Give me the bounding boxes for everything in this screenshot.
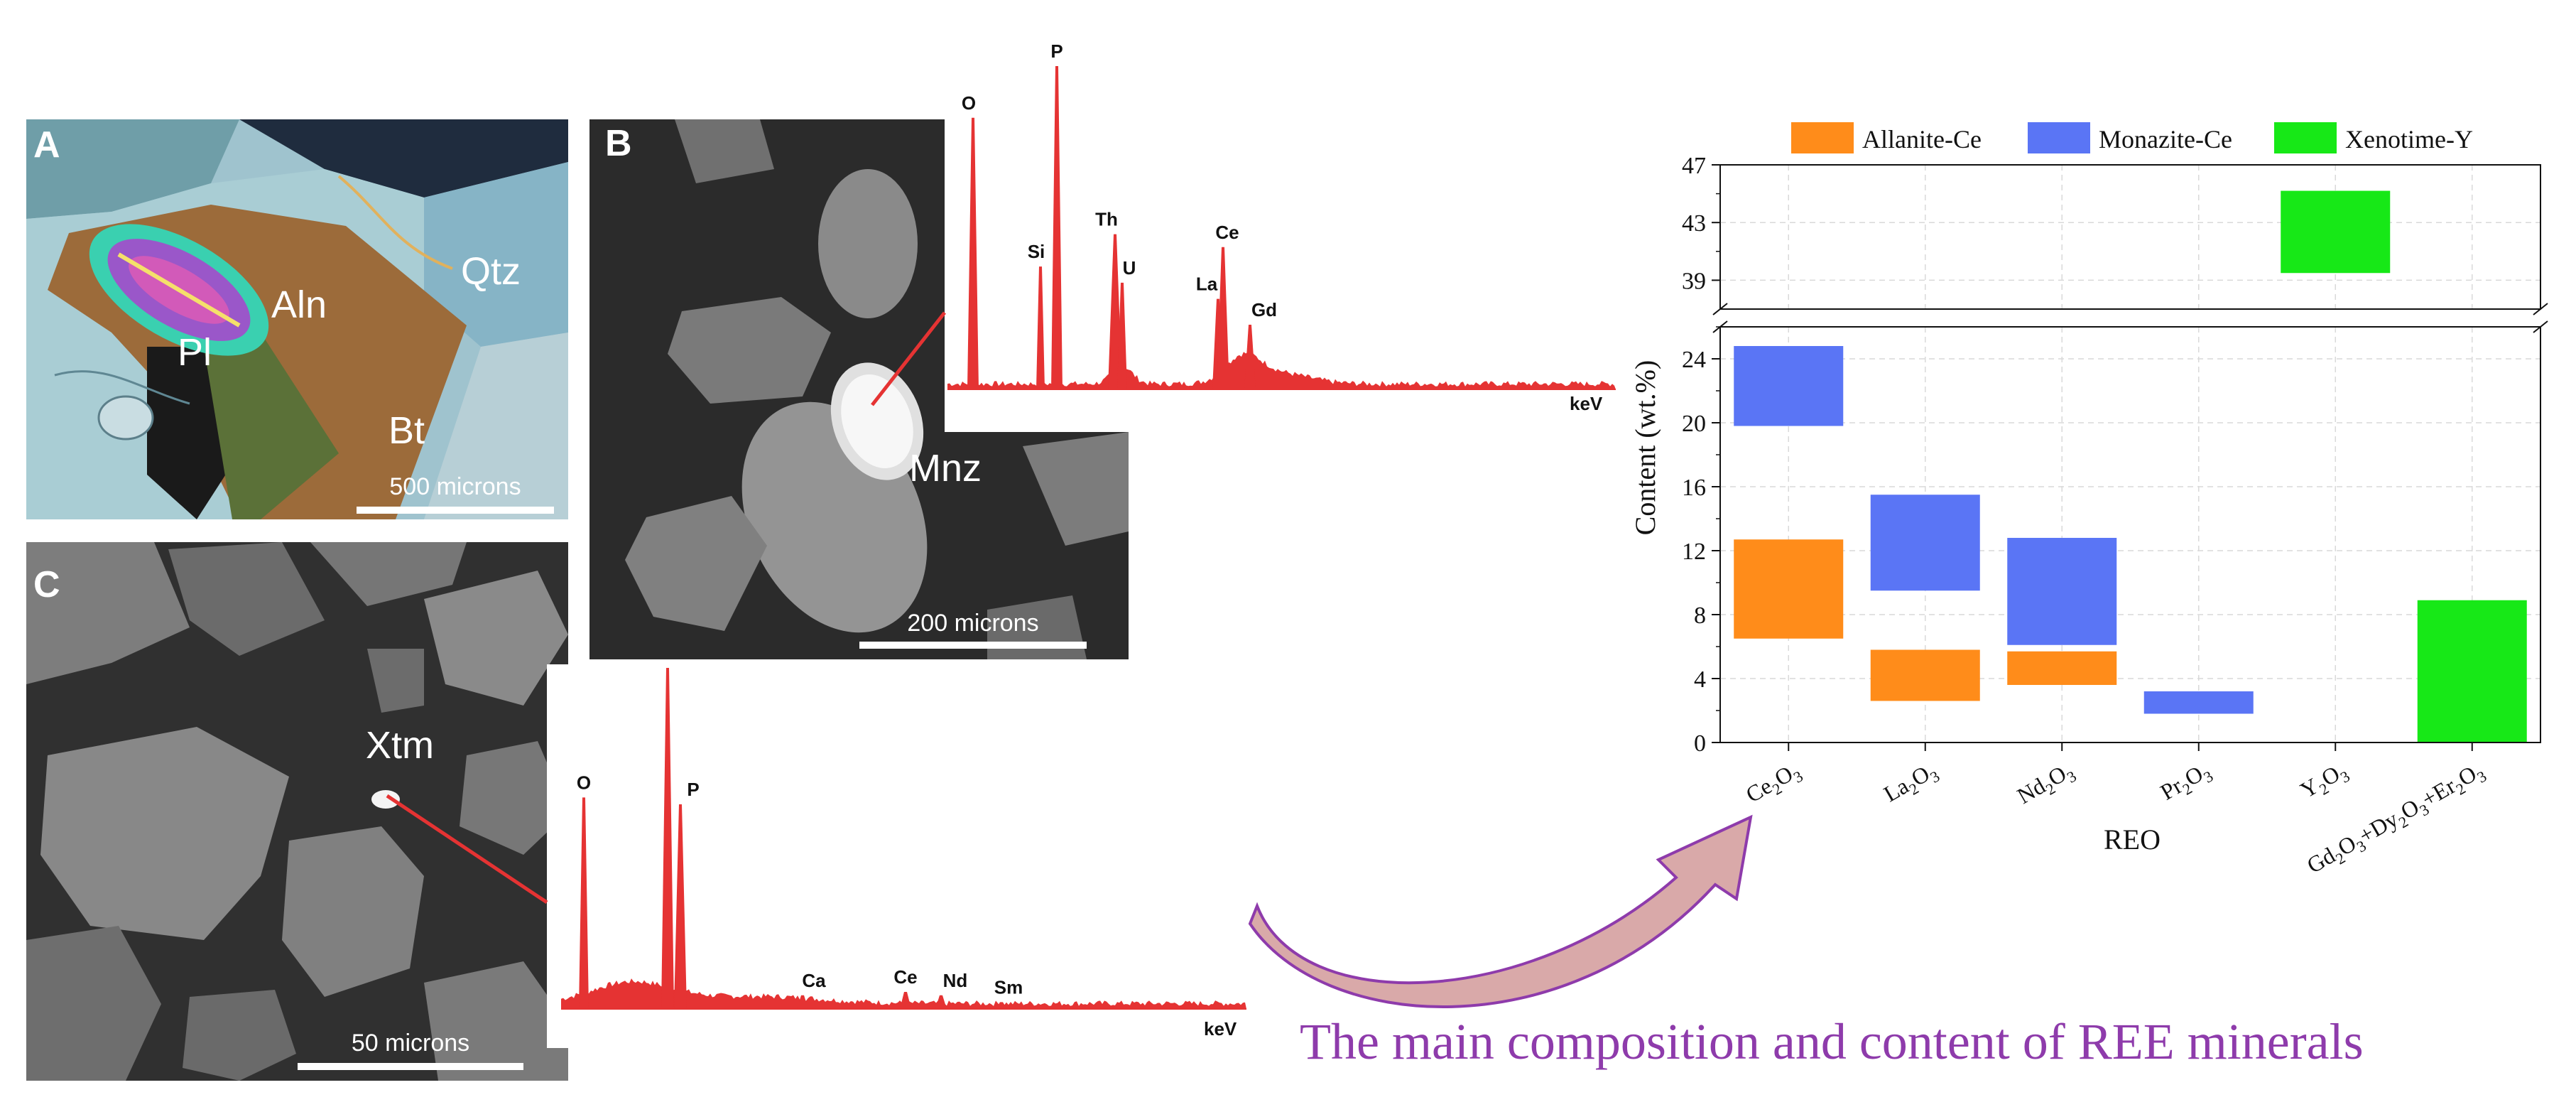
- spectrum-c-plot: OYPCaCeNdSm: [561, 668, 1246, 1010]
- spectrum-b-peak-label-gd: Gd: [1251, 299, 1277, 320]
- scale-label-c: 50 microns: [351, 1030, 470, 1057]
- chart-y-axis-title: Content (wt.%): [1629, 360, 1661, 536]
- spectrum-c-peak-label-ca: Ca: [802, 970, 826, 991]
- panel-a-letter: A: [33, 124, 60, 166]
- spectrum-c-peak-label-ce: Ce: [893, 966, 917, 988]
- panel-a-micrograph: A Aln Qtz Pl Bt 500 microns: [26, 119, 568, 519]
- spectrum-b-peak-o: [967, 117, 979, 390]
- spectrum-c: OYPCaCeNdSm keV: [547, 664, 1250, 1048]
- spectrum-b-peak-p: [1051, 66, 1063, 389]
- spectrum-b-peak-label-la: La: [1196, 274, 1218, 295]
- legend-swatch-monazite-ce: [2028, 122, 2090, 153]
- chart-x-axis-title: REO: [2104, 824, 2161, 855]
- mineral-label-mnz: Mnz: [909, 447, 982, 490]
- mineral-label-xtm: Xtm: [366, 724, 435, 767]
- panel-a-image: [26, 119, 568, 519]
- spectrum-c-peak-label-nd: Nd: [943, 970, 968, 991]
- legend-label-xenotime-y: Xenotime-Y: [2345, 125, 2473, 153]
- spectrum-b-peak-label-th: Th: [1095, 209, 1118, 230]
- legend-swatch-xenotime-y: [2274, 122, 2337, 153]
- spectrum-c-peak-nd: [935, 995, 947, 1009]
- spectrum-b-peak-label-u: U: [1123, 257, 1136, 279]
- bar-monazite-ce-pr: [2143, 691, 2254, 714]
- bar-allanite-ce-nd: [2007, 651, 2117, 685]
- bar-allanite-ce-la: [1870, 649, 1980, 701]
- y-tick-label: 8: [1694, 603, 1706, 629]
- x-category-label: La2O3: [1879, 757, 1942, 811]
- spectrum-c-peak-label-sm: Sm: [994, 976, 1023, 998]
- reo-content-chart: 0 4 8 12 16 20 24 39 43 47 Ce2O3 La2O3 Nd2O3 Pr2O3 Y2O…: [1629, 122, 2548, 878]
- axis-break-mark: [2533, 320, 2548, 333]
- spectrum-b-peak-label-ce: Ce: [1215, 222, 1239, 243]
- x-category-label: Pr2O3: [2156, 757, 2217, 809]
- bar-monazite-ce-nd: [2007, 538, 2117, 645]
- y-tick-label: 43: [1682, 210, 1706, 237]
- x-category-label: Y2O3: [2296, 757, 2353, 806]
- spectrum-b-background: [947, 352, 1616, 389]
- scale-label-b: 200 microns: [907, 610, 1039, 637]
- y-tick-label: 12: [1682, 539, 1706, 565]
- axis-break-mark: [1712, 303, 1728, 315]
- y-tick-label: 47: [1682, 153, 1706, 179]
- x-category-label: Ce2O3: [1741, 757, 1806, 811]
- bar-xenotime-y-y: [2281, 190, 2391, 274]
- bar-monazite-ce-ce: [1734, 346, 1844, 426]
- scale-bar-a: [357, 507, 554, 514]
- mineral-label-qtz: Qtz: [461, 250, 521, 293]
- spectrum-c-peak-label-p: P: [687, 779, 699, 800]
- y-tick-label: 39: [1682, 268, 1706, 294]
- spectrum-b-peak-label-o: O: [962, 92, 976, 114]
- spectrum-c-axis-label: keV: [1204, 1018, 1237, 1040]
- chart-axes: 0 4 8 12 16 20 24 39 43 47 Ce2O3 La2O3 Nd2O3 Pr2O3 Y2O…: [1682, 153, 2548, 878]
- x-category-label: Nd2O3: [2013, 757, 2080, 812]
- panel-c-letter: C: [33, 564, 60, 605]
- scale-bar-b: [859, 642, 1087, 649]
- spectrum-b-plot: O P Si Th U La Ce Gd: [947, 40, 1616, 390]
- y-tick-label: 4: [1694, 666, 1706, 693]
- chart-legend: Allanite-Ce Monazite-Ce Xenotime-Y: [1791, 122, 2473, 153]
- chart-lower-frame: [1719, 326, 2541, 743]
- mineral-label-pl: Pl: [178, 331, 212, 374]
- spectrum-c-background: [561, 978, 1246, 1009]
- spectrum-b-peak-label-p: P: [1050, 40, 1063, 62]
- y-tick-label: 20: [1682, 411, 1706, 437]
- chart-upper-frame: [1719, 164, 2541, 310]
- spectrum-b-peak-label-si: Si: [1028, 241, 1045, 262]
- spectrum-c-peak-y: [661, 668, 674, 1009]
- bar-allanite-ce-ce: [1734, 539, 1844, 639]
- y-tick-label: 16: [1682, 475, 1706, 501]
- spectrum-c-peak-p: [674, 804, 687, 1009]
- axis-break-mark: [2533, 303, 2548, 315]
- spectrum-b-peak-u: [1117, 282, 1127, 389]
- spectrum-b-axis-label: keV: [1570, 393, 1603, 414]
- legend-label-monazite-ce: Monazite-Ce: [2099, 125, 2232, 153]
- spectrum-c-peak-ca: [797, 995, 808, 1009]
- spectrum-c-peak-label-o: O: [577, 772, 591, 793]
- scale-label-a: 500 microns: [389, 473, 521, 500]
- y-tick-label: 24: [1682, 347, 1706, 373]
- spectrum-c-peak-sm: [996, 1002, 1007, 1009]
- legend-label-allanite-ce: Allanite-Ce: [1862, 125, 1982, 153]
- spectrum-b-peak-si: [1036, 266, 1045, 389]
- bar-xenotime-y-gd: [2417, 600, 2527, 742]
- panel-b-letter: B: [605, 123, 632, 164]
- spectrum-b: O P Si Th U La Ce Gd keV: [945, 14, 1619, 432]
- bar-monazite-ce-la: [1870, 495, 1980, 591]
- spectrum-b-peak-ce: [1217, 247, 1229, 389]
- mineral-label-bt: Bt: [388, 409, 425, 452]
- panel-c-micrograph: C Xtm 50 microns: [26, 542, 568, 1081]
- spectrum-c-peak-o: [579, 797, 589, 1009]
- figure-caption: The main composition and content of REE …: [1300, 1013, 2364, 1070]
- axis-break-gap: [1719, 310, 2542, 326]
- mineral-label-aln: Aln: [271, 284, 327, 326]
- y-tick-label: 0: [1694, 730, 1706, 757]
- spectrum-c-peak-ce: [900, 992, 911, 1009]
- panel-c-image: [26, 542, 568, 1081]
- scale-bar-c: [298, 1063, 523, 1070]
- legend-swatch-allanite-ce: [1791, 122, 1854, 153]
- spectrum-b-peak-gd: [1244, 325, 1256, 389]
- chart-bars: [1734, 190, 2527, 742]
